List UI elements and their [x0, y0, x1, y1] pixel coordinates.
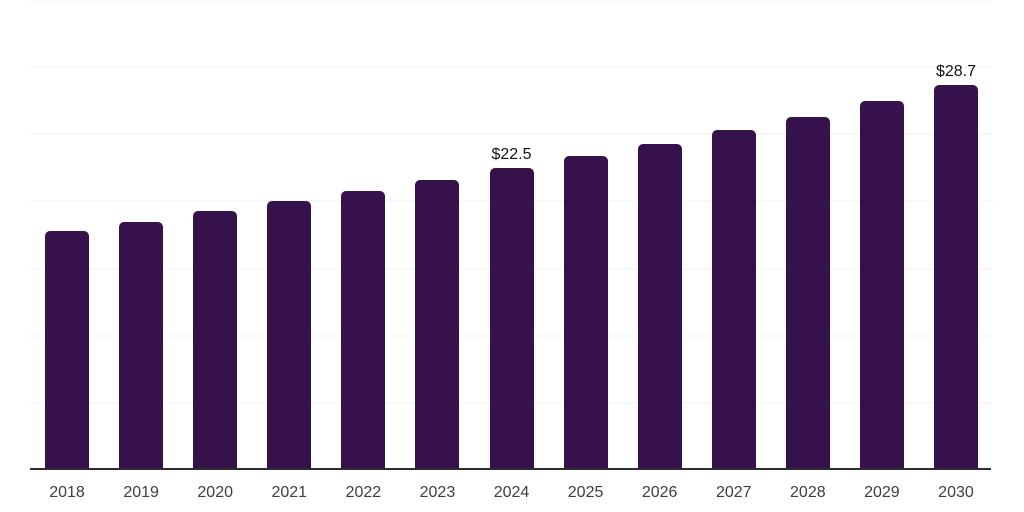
- bar-band: [178, 0, 252, 470]
- bar-2018: [45, 230, 90, 470]
- bar-band: [623, 0, 697, 470]
- bar-value-label: $28.7: [935, 62, 976, 80]
- bar-2025: [563, 155, 608, 470]
- gridline: [30, 0, 993, 1]
- bar-2026: [637, 143, 682, 470]
- x-tick-label: 2029: [864, 484, 900, 501]
- x-tick-label: 2020: [197, 484, 233, 501]
- gridline: [30, 66, 993, 68]
- bar-2029: [859, 100, 904, 470]
- bar-2020: [193, 210, 238, 470]
- bar-2024: [489, 167, 534, 470]
- bar-band: $22.5: [474, 0, 548, 470]
- bar-band: [252, 0, 326, 470]
- x-tick-label: 2027: [715, 484, 752, 501]
- x-tick-label: 2022: [345, 484, 382, 501]
- x-tick-label: 2021: [271, 484, 308, 501]
- x-tick-label: 2030: [938, 484, 974, 501]
- bar-band: [400, 0, 474, 470]
- bar-2027: [711, 130, 756, 470]
- x-tick-label: 2018: [49, 484, 85, 501]
- bar-2030: [933, 84, 978, 470]
- x-axis-labels: 2018 2019 2020 2021 2022 2023 2024 2025 2026 2027…: [30, 483, 993, 503]
- bar-band: [326, 0, 400, 470]
- bars-row: $22.5 $28.7: [30, 0, 993, 470]
- x-tick-label: 2019: [123, 484, 159, 501]
- bar-2021: [267, 201, 312, 470]
- x-tick-label: 2028: [790, 484, 826, 501]
- bar-value-label: $22.5: [491, 145, 532, 163]
- bar-2023: [415, 179, 460, 470]
- gridline: [30, 133, 993, 135]
- x-tick-label: 2024: [493, 484, 530, 501]
- bar-band: [771, 0, 845, 470]
- bar-band: [30, 0, 104, 470]
- bar-band: [104, 0, 178, 470]
- bar-band: [845, 0, 919, 470]
- x-tick-label: 2026: [641, 484, 678, 501]
- bar-2028: [785, 116, 830, 470]
- x-tick-label: 2023: [419, 484, 456, 501]
- x-axis-line: [30, 468, 991, 470]
- bar-2022: [341, 190, 386, 470]
- x-tick-label: 2025: [567, 484, 604, 501]
- bar-band: [697, 0, 771, 470]
- bar-band: $28.7: [919, 0, 993, 470]
- bar-band: [549, 0, 623, 470]
- plot-area: $22.5 $28.7: [30, 0, 993, 470]
- bar-2019: [119, 221, 164, 470]
